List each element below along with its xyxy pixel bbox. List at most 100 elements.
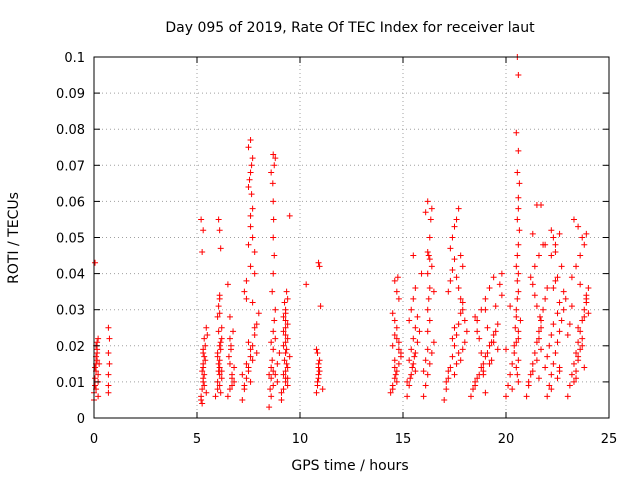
data-point [544, 393, 551, 400]
x-tick-label: 0 [90, 432, 98, 447]
data-point [498, 270, 505, 277]
data-point [453, 360, 460, 367]
data-point [474, 375, 481, 382]
data-point [474, 328, 481, 335]
data-point [268, 375, 275, 382]
data-point [284, 335, 291, 342]
data-point [282, 331, 289, 338]
data-point [284, 382, 291, 389]
data-point [474, 317, 481, 324]
data-point [529, 368, 536, 375]
data-point [404, 378, 411, 385]
data-point [515, 194, 522, 201]
data-point [226, 360, 233, 367]
data-point [410, 360, 417, 367]
data-point [283, 360, 290, 367]
data-point [282, 339, 289, 346]
data-point [515, 378, 522, 385]
data-point [217, 339, 224, 346]
data-point [247, 378, 254, 385]
data-point [284, 375, 291, 382]
y-tick-label: 0.1 [64, 51, 85, 66]
data-point [430, 339, 437, 346]
chart-title: Day 095 of 2019, Rate Of TEC Index for r… [165, 20, 535, 36]
data-point [414, 313, 421, 320]
data-point [422, 382, 429, 389]
data-point [514, 169, 521, 176]
data-point [411, 353, 418, 360]
data-point [284, 364, 291, 371]
data-point [509, 360, 516, 367]
data-point [585, 310, 592, 317]
data-point [564, 331, 571, 338]
data-point [274, 360, 281, 367]
data-point [533, 357, 540, 364]
data-point [224, 393, 231, 400]
data-point [583, 299, 590, 306]
data-point [484, 350, 491, 357]
data-point [556, 328, 563, 335]
data-point [447, 245, 454, 252]
data-point [544, 285, 551, 292]
data-point [315, 259, 322, 266]
data-point [215, 303, 222, 310]
data-point [391, 364, 398, 371]
data-point [216, 357, 223, 364]
data-point [459, 306, 466, 313]
data-point [249, 205, 256, 212]
data-point [214, 350, 221, 357]
data-point [579, 234, 586, 241]
data-point [408, 306, 415, 313]
data-point [281, 299, 288, 306]
data-point [536, 313, 543, 320]
data-point [316, 263, 323, 270]
data-point [575, 324, 582, 331]
data-point [535, 375, 542, 382]
data-point [203, 389, 210, 396]
data-point [529, 360, 536, 367]
data-point [449, 353, 456, 360]
data-point [408, 346, 415, 353]
y-tick-label: 0.02 [56, 340, 85, 355]
data-point [200, 378, 207, 385]
data-point [480, 360, 487, 367]
data-point [247, 212, 254, 219]
data-point [217, 346, 224, 353]
data-point [426, 317, 433, 324]
data-points [91, 54, 592, 411]
data-point [105, 389, 112, 396]
data-point [216, 227, 223, 234]
data-point [270, 270, 277, 277]
y-tick-label: 0 [77, 412, 85, 427]
data-point [581, 364, 588, 371]
data-point [284, 321, 291, 328]
data-point [203, 324, 210, 331]
data-point [531, 263, 538, 270]
data-point [455, 350, 462, 357]
data-point [577, 252, 584, 259]
data-point [548, 227, 555, 234]
data-point [243, 295, 250, 302]
data-point [566, 321, 573, 328]
data-point [527, 371, 534, 378]
data-point [498, 292, 505, 299]
data-point [251, 248, 258, 255]
data-point [241, 382, 248, 389]
data-point [564, 393, 571, 400]
data-point [280, 313, 287, 320]
data-point [270, 346, 277, 353]
data-point [577, 281, 584, 288]
data-point [247, 346, 254, 353]
data-point [202, 357, 209, 364]
data-point [470, 386, 477, 393]
data-point [515, 72, 522, 79]
data-point [550, 360, 557, 367]
data-point [392, 371, 399, 378]
data-point [217, 245, 224, 252]
data-point [529, 281, 536, 288]
data-point [507, 371, 514, 378]
data-point [269, 180, 276, 187]
data-point [560, 288, 567, 295]
data-point [570, 378, 577, 385]
